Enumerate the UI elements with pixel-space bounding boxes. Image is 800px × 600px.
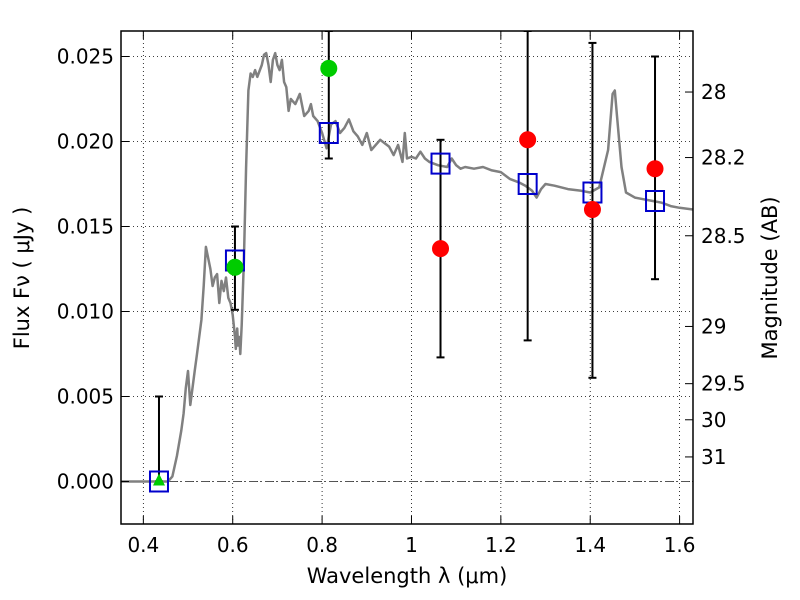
plot-background (121, 31, 693, 524)
x-axis-label: Wavelength λ (μm) (307, 564, 508, 588)
x-tick-label: 0.6 (217, 533, 249, 557)
y-tick-label: 0.000 (57, 470, 114, 494)
axis-ticks: 0.4 0.6 0.8 1 1.2 1.4 1.6 0.000 0.005 0.010 0.015 0… (57, 31, 746, 557)
x-tick-label: 1.4 (574, 533, 606, 557)
mag-tick-label: 28.2 (701, 146, 746, 170)
x-tick-label: 0.8 (306, 533, 338, 557)
observed-flux-red-circle (646, 160, 664, 178)
observed-flux-red-circle (583, 201, 601, 218)
observed-flux-green-circle (320, 59, 338, 77)
mag-tick-label: 28.5 (701, 224, 746, 248)
mag-tick-label: 30 (701, 408, 726, 432)
model-flux-square (430, 152, 451, 175)
mag-tick-label: 29.5 (701, 372, 746, 396)
x-tick-label: 1.6 (664, 533, 696, 557)
y-tick-label: 0.005 (57, 385, 114, 409)
y-axis-label: Flux Fν ( μJy ) (10, 207, 34, 350)
plot-frame (120, 30, 694, 525)
y-tick-label: 0.010 (57, 300, 114, 324)
observed-flux-green-circle (226, 258, 244, 276)
model-spectrum-line (121, 51, 693, 483)
y-tick-label: 0.020 (57, 130, 114, 154)
mag-tick-label: 28 (701, 80, 726, 104)
model-flux-square (148, 470, 169, 493)
observed-flux-green-triangle (152, 473, 165, 486)
y-tick-label: 0.015 (57, 215, 114, 239)
y2-axis-label: Magnitude (AB) (758, 196, 782, 359)
model-flux-square (517, 173, 538, 195)
model-flux-square (645, 190, 666, 212)
x-tick-label: 1 (405, 533, 418, 557)
x-tick-label: 0.4 (127, 533, 159, 557)
mag-tick-label: 29 (701, 314, 726, 338)
mag-tick-label: 31 (701, 445, 726, 469)
observed-flux-red-circle (432, 240, 450, 258)
model-flux-square (318, 122, 339, 144)
x-tick-label: 1.2 (485, 533, 517, 557)
y-tick-label: 0.025 (57, 45, 114, 69)
data-markers (148, 59, 666, 493)
observed-flux-red-circle (519, 131, 537, 149)
